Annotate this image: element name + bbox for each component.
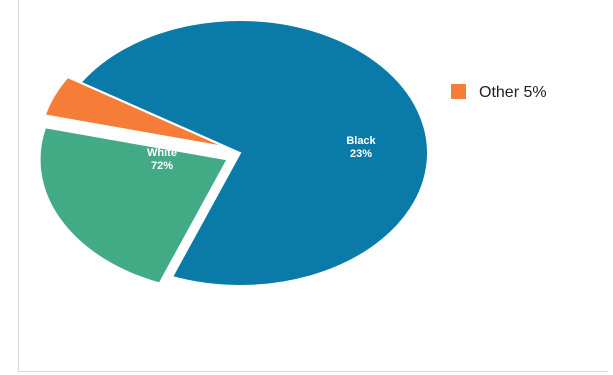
pie-slices	[38, 19, 429, 287]
legend-swatch-other	[451, 84, 466, 99]
slice-label-black-value: 23%	[350, 148, 372, 160]
slice-label-white-value: 72%	[151, 160, 173, 172]
pie-slice-white	[78, 19, 429, 287]
pie-slice-black	[38, 126, 230, 285]
legend-label-other: Other 5%	[479, 84, 547, 101]
chart-frame	[18, 0, 608, 372]
slice-label-white-name: White	[147, 147, 177, 159]
pie-slice-other	[43, 75, 228, 149]
chart-legend: Other 5%	[451, 84, 547, 101]
slice-label-black-name: Black	[346, 135, 376, 147]
